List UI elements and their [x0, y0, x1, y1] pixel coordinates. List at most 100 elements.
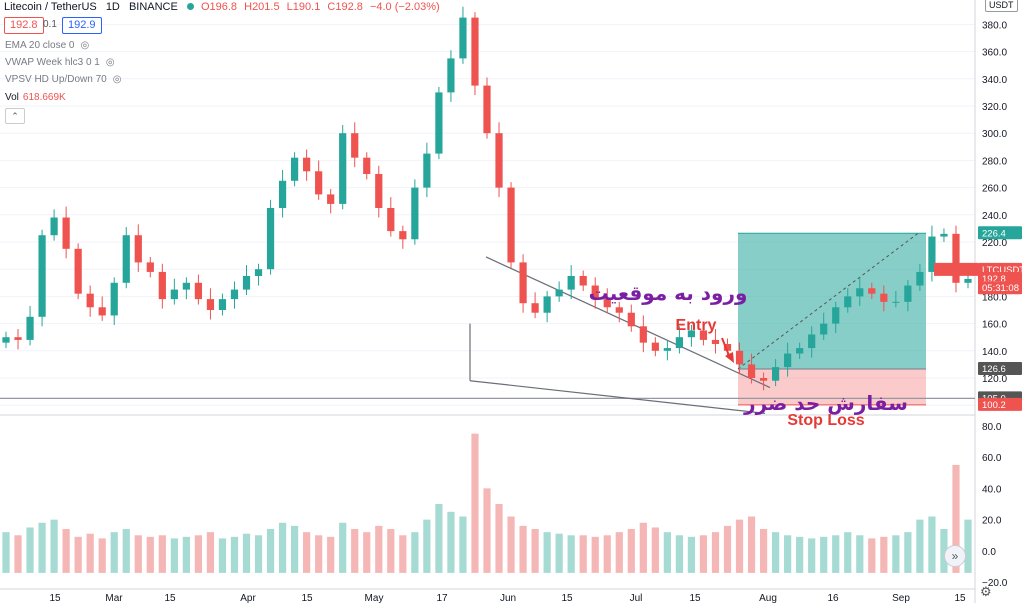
volume-bar — [904, 532, 912, 573]
symbol-name[interactable]: Litecoin / TetherUS — [4, 1, 97, 13]
volume-bar — [868, 538, 876, 573]
volume-bar — [315, 535, 323, 573]
volume-bar — [723, 525, 732, 573]
volume-bar — [206, 532, 215, 573]
price-tick: 340.0 — [982, 75, 1007, 86]
candle-body — [483, 85, 491, 134]
indicator-vpsv[interactable]: VPSV HD Up/Down 70 ◎ — [5, 74, 121, 86]
price-tick: 220.0 — [982, 238, 1007, 249]
volume-tick: 80.0 — [982, 422, 1002, 433]
scroll-to-realtime-button[interactable]: » — [944, 545, 966, 567]
volume-bar — [856, 535, 864, 573]
price-marker-label: 226.4 — [982, 228, 1006, 239]
volume-bar — [675, 535, 684, 573]
volume-bar — [639, 522, 647, 573]
volume-bar — [399, 535, 407, 573]
price-tick: 240.0 — [982, 211, 1007, 222]
candle-body — [158, 271, 166, 300]
close-value: C192.8 — [327, 1, 363, 13]
volume-bar — [50, 519, 58, 573]
volume-bar — [411, 532, 419, 573]
entry-arrowhead — [725, 352, 734, 363]
candle-body — [663, 348, 671, 351]
volume-bar — [86, 533, 94, 573]
volume-bar — [940, 529, 948, 573]
volume-bar — [507, 516, 515, 573]
volume-bar — [266, 529, 275, 573]
volume-bar — [483, 488, 491, 573]
volume-bar — [603, 535, 611, 573]
interval[interactable]: 1D — [105, 1, 120, 13]
time-tick: 15 — [689, 593, 701, 603]
time-tick: 15 — [49, 593, 61, 603]
volume-bar — [916, 519, 924, 573]
change-value: −4.0 (−2.03%) — [369, 1, 440, 13]
volume-bar — [218, 538, 227, 573]
price-tick: 120.0 — [982, 374, 1007, 385]
candle-body — [62, 217, 70, 249]
volume-bar — [651, 527, 659, 573]
candle-body — [651, 342, 659, 351]
volume-bar — [519, 525, 527, 573]
volume-bar — [290, 525, 299, 573]
indicator-vwap[interactable]: VWAP Week hlc3 0 1 ◎ — [5, 57, 115, 69]
candle-body — [170, 289, 178, 300]
buy-price-box[interactable]: 192.9 — [62, 17, 102, 34]
price-marker — [978, 226, 1022, 240]
candle-body — [567, 276, 575, 290]
candle-body — [218, 299, 227, 310]
volume-bar — [531, 529, 539, 573]
candle-body — [916, 271, 924, 286]
volume-bar — [555, 533, 563, 573]
price-marker-label: 192.8 — [982, 274, 1006, 285]
candle-body — [74, 248, 82, 294]
indicator-vpsv-label: VPSV HD Up/Down 70 — [5, 74, 107, 85]
sell-price-box[interactable]: 192.8 — [4, 17, 44, 34]
volume-bar — [327, 536, 335, 573]
candle-body — [2, 337, 10, 343]
volume-bar — [759, 529, 768, 573]
volume-bar — [182, 536, 190, 573]
candle-body — [723, 344, 732, 351]
low-value: L190.1 — [286, 1, 321, 13]
collapse-legend-button[interactable]: ⌃ — [5, 108, 25, 124]
time-tick: Mar — [105, 593, 123, 603]
volume-bars — [2, 433, 972, 573]
volume-bar — [844, 532, 852, 573]
candle-body — [38, 235, 46, 317]
volume-bar — [892, 535, 900, 573]
candle-body — [399, 231, 407, 240]
volume-bar — [964, 519, 972, 573]
stop-label: Stop Loss — [787, 412, 864, 429]
currency-label[interactable]: USDT — [985, 0, 1018, 12]
volume-bar — [747, 516, 756, 573]
candle-body — [254, 269, 263, 276]
eye-hidden-icon[interactable]: ◎ — [105, 57, 115, 68]
volume-bar — [880, 536, 888, 573]
target-zone — [738, 233, 926, 370]
candle-body — [86, 293, 94, 308]
candle-body — [675, 337, 684, 349]
price-tick: 140.0 — [982, 347, 1007, 358]
volume-tick: 20.0 — [982, 516, 1002, 527]
volume-label: Vol — [5, 92, 19, 103]
gear-icon[interactable]: ⚙ — [980, 584, 992, 599]
entry-label: Entry — [676, 317, 717, 334]
candle-body — [880, 293, 888, 302]
indicator-vwap-label: VWAP Week hlc3 0 1 — [5, 57, 100, 68]
eye-hidden-icon[interactable]: ◎ — [80, 40, 90, 51]
volume-bar — [110, 532, 118, 573]
volume-bar — [26, 527, 34, 573]
candle-body — [964, 278, 972, 283]
volume-tick: 60.0 — [982, 453, 1002, 464]
volume-value: 618.669K — [22, 92, 66, 103]
volume-bar — [146, 536, 154, 573]
volume-bar — [351, 529, 359, 573]
time-tick: 15 — [561, 593, 573, 603]
price-tick: 180.0 — [982, 292, 1007, 303]
indicator-ema[interactable]: EMA 20 close 0 ◎ — [5, 40, 89, 52]
eye-hidden-icon[interactable]: ◎ — [112, 74, 122, 85]
candle-body — [339, 133, 347, 204]
candle-body — [98, 307, 106, 316]
